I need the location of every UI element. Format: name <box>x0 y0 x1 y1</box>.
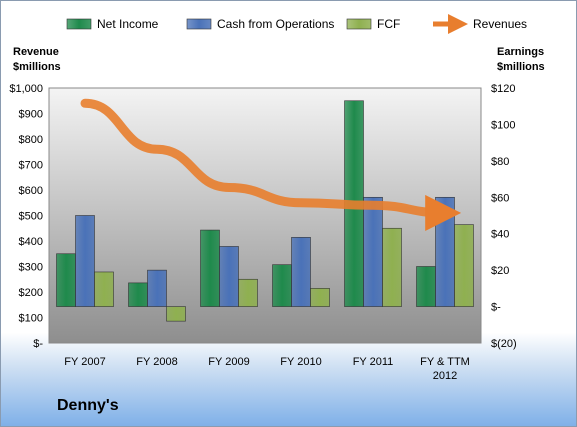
bar-fcf <box>238 278 258 307</box>
legend-swatch-net-income <box>66 18 92 30</box>
bar-net-income <box>272 264 292 307</box>
left-tick-label: $200 <box>19 287 43 299</box>
legend-swatch-fcf <box>346 18 372 30</box>
left-tick-label: $1,000 <box>9 83 43 95</box>
category-label: FY 2009 <box>208 356 249 368</box>
right-tick-label: $80 <box>491 156 509 168</box>
category-label: FY 2007 <box>64 356 105 368</box>
category-label: FY 2010 <box>280 356 321 368</box>
left-tick-label: $900 <box>19 109 43 121</box>
bar-cash-from-operations <box>75 215 95 307</box>
right-tick-label: $20 <box>491 265 509 277</box>
left-tick-label: $600 <box>19 185 43 197</box>
bar-cash-from-operations <box>291 237 311 307</box>
bar-fcf <box>310 288 330 307</box>
right-axis-title: Earnings <box>497 46 544 58</box>
bar-cash-from-operations <box>363 196 383 307</box>
category-label: FY & TTM <box>420 356 470 368</box>
left-axis-title: Revenue <box>13 46 59 58</box>
right-tick-label: $40 <box>491 229 509 241</box>
bar-net-income <box>416 266 436 307</box>
right-tick-label: $60 <box>491 192 509 204</box>
bar-cash-from-operations <box>147 269 167 307</box>
left-tick-label: $100 <box>19 313 43 325</box>
left-axis-title: $millions <box>13 61 61 73</box>
bar-fcf <box>454 224 474 307</box>
right-axis-title: $millions <box>497 61 545 73</box>
right-tick-label: $100 <box>491 119 515 131</box>
company-name: Denny's <box>57 397 119 414</box>
right-tick-label: $(20) <box>491 338 517 350</box>
legend-label: Net Income <box>97 17 159 31</box>
bar-cash-from-operations <box>219 246 239 307</box>
legend-label: Revenues <box>473 17 527 31</box>
left-tick-label: $500 <box>19 211 43 223</box>
bar-fcf <box>166 306 186 322</box>
bar-net-income <box>56 253 76 307</box>
bar-net-income <box>200 229 220 307</box>
category-label: FY 2008 <box>136 356 177 368</box>
left-tick-label: $800 <box>19 134 43 146</box>
bar-fcf <box>382 227 402 307</box>
bar-fcf <box>94 271 114 307</box>
category-label: FY 2011 <box>353 356 394 368</box>
left-tick-label: $- <box>33 338 43 350</box>
right-tick-label: $- <box>491 302 501 314</box>
legend-swatch-cash-from-operations <box>186 18 212 30</box>
left-tick-label: $700 <box>19 160 43 172</box>
legend-label: FCF <box>377 17 400 31</box>
category-label: 2012 <box>433 370 457 382</box>
legend-label: Cash from Operations <box>217 17 334 31</box>
bar-net-income <box>128 282 148 307</box>
left-tick-label: $400 <box>19 236 43 248</box>
right-tick-label: $120 <box>491 83 515 95</box>
left-tick-label: $300 <box>19 262 43 274</box>
series-line-revenues <box>80 98 462 231</box>
